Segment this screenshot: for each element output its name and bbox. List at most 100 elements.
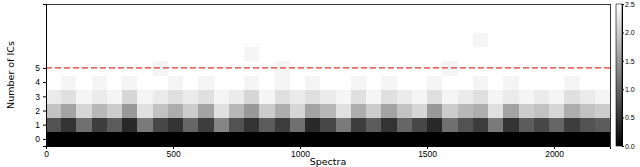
frame-top <box>46 4 610 5</box>
heatmap-cell <box>503 18 519 33</box>
heatmap-cell <box>595 18 610 33</box>
heatmap-cell <box>534 118 550 133</box>
x-tick-label: 2000 <box>545 149 564 159</box>
heatmap-cell <box>519 118 535 133</box>
heatmap-cell <box>595 89 610 104</box>
heatmap-cell <box>229 75 245 90</box>
heatmap-cell <box>580 47 596 62</box>
y-tick-label: 4 <box>35 77 40 87</box>
heatmap-cell <box>92 89 108 104</box>
heatmap-cell <box>458 32 474 47</box>
heatmap-cell <box>351 18 367 33</box>
heatmap-cell <box>92 4 108 19</box>
heatmap-cell <box>153 47 169 62</box>
heatmap-cell <box>61 89 77 104</box>
heatmap-cell <box>488 89 504 104</box>
heatmap-cell <box>61 4 77 19</box>
cells <box>46 4 610 146</box>
heatmap-cell <box>397 47 413 62</box>
heatmap-cell <box>564 118 580 133</box>
heatmap-cell <box>305 103 321 118</box>
heatmap-cell <box>137 118 153 133</box>
heatmap-cell <box>473 118 489 133</box>
heatmap-cell <box>381 89 397 104</box>
heatmap-cell <box>442 18 458 33</box>
heatmap-cell <box>229 47 245 62</box>
heatmap-cell <box>290 32 306 47</box>
heatmap-cell <box>580 75 596 90</box>
colorbar-tick-label: 0.5 <box>625 114 635 121</box>
heatmap-cell <box>290 75 306 90</box>
heatmap-cell <box>427 75 443 90</box>
heatmap-cell <box>244 132 260 146</box>
heatmap-cell <box>412 89 428 104</box>
colorbar-tick-label: 1.0 <box>625 86 635 93</box>
heatmap-cell <box>259 32 275 47</box>
frame-right <box>610 4 611 146</box>
heatmap-cell <box>366 132 382 146</box>
heatmap-cell <box>381 47 397 62</box>
heatmap-cell <box>122 75 138 90</box>
heatmap-cell <box>595 47 610 62</box>
heatmap-cell <box>564 18 580 33</box>
heatmap-cell <box>595 103 610 118</box>
heatmap-cell <box>549 32 565 47</box>
heatmap-cell <box>366 47 382 62</box>
heatmap-cell <box>549 47 565 62</box>
heatmap-cell <box>519 18 535 33</box>
heatmap-cell <box>198 103 214 118</box>
heatmap-cell <box>336 132 352 146</box>
heatmap-cell <box>244 89 260 104</box>
heatmap-cell <box>183 89 199 104</box>
heatmap-cell <box>336 47 352 62</box>
chart: 0500100015002000012345SpectraNumber of I… <box>0 0 640 167</box>
y-tick-mark <box>43 125 46 126</box>
x-tick-label: 0 <box>44 149 49 159</box>
heatmap-cell <box>290 89 306 104</box>
heatmap-cell <box>61 132 77 146</box>
heatmap-cell <box>564 75 580 90</box>
heatmap-cell <box>198 47 214 62</box>
heatmap-cell <box>503 132 519 146</box>
heatmap-cell <box>76 4 92 19</box>
heatmap-cell <box>580 89 596 104</box>
heatmap-cell <box>107 89 123 104</box>
heatmap-cell <box>336 18 352 33</box>
heatmap-cell <box>168 103 184 118</box>
heatmap-cell <box>549 18 565 33</box>
heatmap-cell <box>519 47 535 62</box>
heatmap-cell <box>214 89 230 104</box>
heatmap-cell <box>473 132 489 146</box>
heatmap-cell <box>168 118 184 133</box>
heatmap-cell <box>61 103 77 118</box>
heatmap-cell <box>519 103 535 118</box>
heatmap-cell <box>488 47 504 62</box>
heatmap-cell <box>564 132 580 146</box>
x-tick-label: 500 <box>166 149 180 159</box>
heatmap-cell <box>305 47 321 62</box>
heatmap-cell <box>46 4 62 19</box>
heatmap-cell <box>107 4 123 19</box>
y-tick-mark <box>43 96 46 97</box>
heatmap-cell <box>153 18 169 33</box>
heatmap-cell <box>76 75 92 90</box>
heatmap-cell <box>214 103 230 118</box>
heatmap-cell <box>198 89 214 104</box>
heatmap-cell <box>46 89 62 104</box>
heatmap-cell <box>381 18 397 33</box>
colorbar-axis-line <box>623 5 625 147</box>
heatmap-cell <box>107 18 123 33</box>
heatmap-cell <box>275 32 291 47</box>
heatmap-cell <box>442 4 458 19</box>
heatmap-cell <box>427 47 443 62</box>
heatmap-cell <box>183 32 199 47</box>
heatmap-cell <box>244 47 260 62</box>
heatmap-cell <box>534 47 550 62</box>
heatmap-cell <box>366 89 382 104</box>
heatmap-cell <box>595 132 610 146</box>
heatmap-cell <box>458 18 474 33</box>
heatmap-cell <box>320 18 336 33</box>
heatmap-cell <box>290 47 306 62</box>
y-tick: 2 <box>35 106 46 116</box>
heatmap-cell <box>214 4 230 19</box>
